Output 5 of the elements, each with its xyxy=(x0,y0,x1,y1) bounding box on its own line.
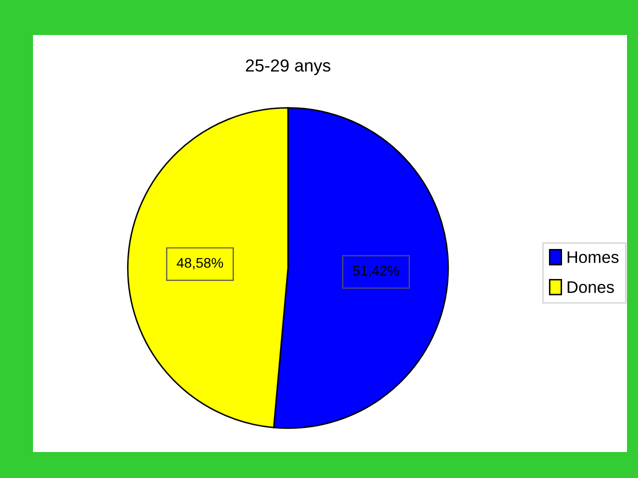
data-label: 51,42% xyxy=(353,266,400,278)
legend-label: Homes xyxy=(568,251,619,264)
legend-label: Dones xyxy=(568,281,614,293)
chart-title: 25-29 anys xyxy=(246,59,330,76)
data-label: 48,58% xyxy=(176,258,224,270)
